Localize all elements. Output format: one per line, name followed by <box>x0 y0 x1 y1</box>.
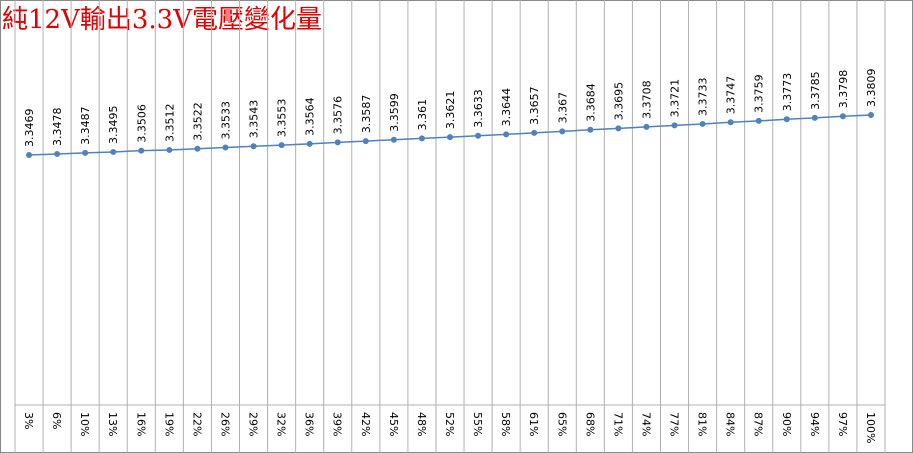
x-tick-label: 77% <box>668 412 681 436</box>
x-tick-label: 10% <box>78 412 91 436</box>
point <box>54 150 61 157</box>
point <box>839 113 846 120</box>
point <box>110 148 117 155</box>
point <box>699 120 706 127</box>
x-tick-label: 71% <box>611 412 624 436</box>
point <box>811 114 818 121</box>
point <box>503 131 510 138</box>
x-tick-label: 84% <box>724 412 737 436</box>
point <box>222 144 229 151</box>
data-label: 3.3747 <box>725 76 738 115</box>
x-tick-label: 13% <box>106 412 119 436</box>
point <box>166 146 173 153</box>
x-tick-label: 100% <box>864 412 877 443</box>
data-label: 3.3576 <box>332 96 345 135</box>
x-tick-label: 3% <box>22 412 35 429</box>
data-label: 3.3478 <box>51 107 64 146</box>
x-tick-label: 97% <box>836 412 849 436</box>
x-tick-label: 58% <box>499 412 512 436</box>
data-label: 3.3487 <box>79 106 92 145</box>
data-label: 3.3564 <box>304 97 317 136</box>
data-label: 3.361 <box>416 99 429 131</box>
data-label: 3.3553 <box>276 99 289 138</box>
point <box>334 139 341 146</box>
data-label: 3.3721 <box>669 79 682 118</box>
data-label: 3.3506 <box>135 104 148 143</box>
x-tick-label: 26% <box>218 412 231 436</box>
data-label: 3.3633 <box>472 89 485 128</box>
point <box>475 132 482 139</box>
point <box>82 149 89 156</box>
point <box>306 140 313 147</box>
point <box>727 119 734 126</box>
data-label: 3.3469 <box>23 109 36 148</box>
point <box>755 117 762 124</box>
x-tick-label: 19% <box>162 412 175 436</box>
data-label: 3.3798 <box>837 70 850 109</box>
point <box>531 129 538 136</box>
x-tick-label: 39% <box>331 412 344 436</box>
x-tick-label: 29% <box>247 412 260 436</box>
x-tick-label: 61% <box>527 412 540 436</box>
point <box>559 128 566 135</box>
data-label: 3.3644 <box>500 88 513 127</box>
x-tick-label: 65% <box>555 412 568 436</box>
x-tick-label: 48% <box>415 412 428 436</box>
data-label: 3.3759 <box>753 74 766 113</box>
data-label: 3.3684 <box>584 83 597 122</box>
data-label: 3.3657 <box>528 86 541 125</box>
x-tick-label: 94% <box>808 412 821 436</box>
x-tick-label: 22% <box>190 412 203 436</box>
data-label: 3.3708 <box>640 80 653 119</box>
point <box>390 136 397 143</box>
point <box>783 116 790 123</box>
point <box>194 145 201 152</box>
point <box>867 112 874 118</box>
data-label: 3.3695 <box>612 82 625 121</box>
x-tick-label: 90% <box>780 412 793 436</box>
point <box>643 123 650 130</box>
chart-title: 純12V輸出3.3V電壓變化量 <box>2 5 322 35</box>
point <box>278 142 285 149</box>
data-label: 3.3543 <box>248 100 261 139</box>
point <box>587 126 594 133</box>
data-label: 3.367 <box>556 92 569 124</box>
data-label: 3.3512 <box>163 103 176 142</box>
x-tick-label: 81% <box>696 412 709 436</box>
point <box>362 138 369 145</box>
point <box>615 125 622 132</box>
x-tick-label: 32% <box>275 412 288 436</box>
x-tick-label: 52% <box>443 412 456 436</box>
data-label: 3.3785 <box>809 71 822 110</box>
x-tick-label: 74% <box>639 412 652 436</box>
data-label: 3.3621 <box>444 91 457 130</box>
point <box>447 134 453 141</box>
x-tick-label: 87% <box>752 412 765 436</box>
data-label: 3.3533 <box>219 101 232 140</box>
data-label: 3.3522 <box>191 102 204 141</box>
data-label: 3.3733 <box>697 77 710 116</box>
data-label: 3.3599 <box>388 93 401 132</box>
point <box>671 122 678 129</box>
point <box>418 135 425 142</box>
data-label: 3.3809 <box>865 69 878 108</box>
x-tick-label: 16% <box>134 412 147 436</box>
point <box>250 143 257 150</box>
x-tick-label: 6% <box>50 412 63 429</box>
point <box>138 147 145 154</box>
x-tick-label: 68% <box>583 412 596 436</box>
x-tick-label: 36% <box>303 412 316 436</box>
x-tick-label: 55% <box>471 412 484 436</box>
data-label: 3.3495 <box>107 105 120 144</box>
x-tick-label: 45% <box>387 412 400 436</box>
data-label: 3.3587 <box>360 95 373 134</box>
data-label: 3.3773 <box>781 73 794 112</box>
x-tick-label: 42% <box>359 412 372 436</box>
point <box>26 152 33 158</box>
